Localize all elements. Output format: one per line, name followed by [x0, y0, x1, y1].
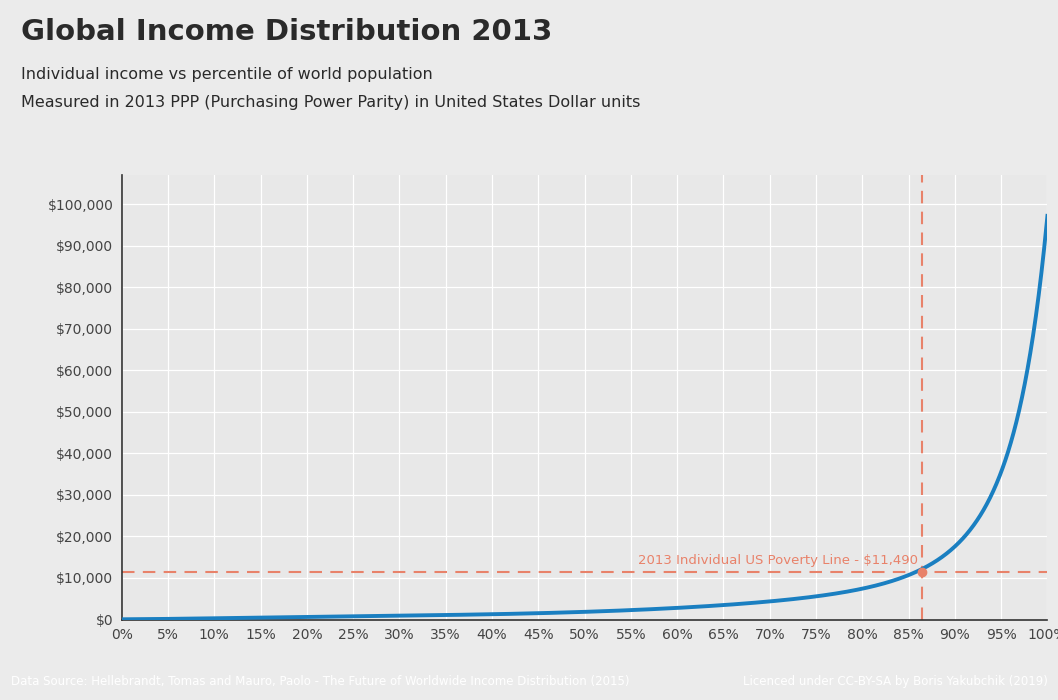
- Text: Global Income Distribution 2013: Global Income Distribution 2013: [21, 18, 552, 46]
- Text: Licenced under CC-BY-SA by Boris Yakubchik (2019): Licenced under CC-BY-SA by Boris Yakubch…: [743, 676, 1047, 688]
- Text: 2013 Individual US Poverty Line - $11,490: 2013 Individual US Poverty Line - $11,49…: [638, 554, 918, 567]
- Text: Individual income vs percentile of world population: Individual income vs percentile of world…: [21, 66, 433, 81]
- Text: Data Source: Hellebrandt, Tomas and Mauro, Paolo - The Future of Worldwide Incom: Data Source: Hellebrandt, Tomas and Maur…: [11, 676, 630, 688]
- Text: Measured in 2013 PPP (Purchasing Power Parity) in United States Dollar units: Measured in 2013 PPP (Purchasing Power P…: [21, 94, 640, 109]
